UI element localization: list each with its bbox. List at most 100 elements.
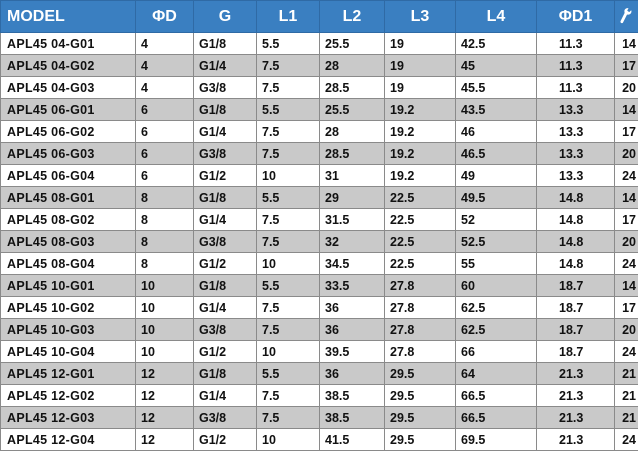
od-cell: 6: [136, 143, 194, 165]
wrench-size-cell: 14: [615, 187, 638, 209]
l1-cell: 7.5: [257, 77, 320, 99]
l2-cell: 25.5: [320, 33, 385, 55]
l3-cell: 27.8: [385, 275, 456, 297]
wrench-size-cell: 20: [615, 143, 638, 165]
model-cell: APL45 04-G01: [1, 33, 136, 55]
l4-cell: 45: [456, 55, 537, 77]
g-cell: G1/4: [194, 121, 257, 143]
wrench-size-cell: 24: [615, 253, 638, 275]
l3-cell: 19.2: [385, 165, 456, 187]
l3-cell: 19.2: [385, 143, 456, 165]
g-cell: G1/4: [194, 55, 257, 77]
g-cell: G1/2: [194, 253, 257, 275]
l3-cell: 29.5: [385, 429, 456, 451]
wrench-size-cell: 20: [615, 77, 638, 99]
l1-cell: 10: [257, 429, 320, 451]
model-cell: APL45 10-G03: [1, 319, 136, 341]
wrench-size-cell: 24: [615, 341, 638, 363]
l4-cell: 66.5: [456, 385, 537, 407]
od-cell: 12: [136, 407, 194, 429]
l4-cell: 69.5: [456, 429, 537, 451]
wrench-size-cell: 17: [615, 121, 638, 143]
od1-cell: 13.3: [537, 99, 615, 121]
od1-cell: 11.3: [537, 77, 615, 99]
l3-cell: 29.5: [385, 407, 456, 429]
header-l4: L4: [456, 1, 537, 33]
l2-cell: 41.5: [320, 429, 385, 451]
l3-cell: 19: [385, 55, 456, 77]
g-cell: G1/8: [194, 33, 257, 55]
l4-cell: 49: [456, 165, 537, 187]
model-cell: APL45 12-G01: [1, 363, 136, 385]
wrench-size-cell: 24: [615, 165, 638, 187]
l3-cell: 19.2: [385, 121, 456, 143]
od1-cell: 21.3: [537, 385, 615, 407]
wrench-size-cell: 14: [615, 275, 638, 297]
l1-cell: 5.5: [257, 99, 320, 121]
g-cell: G3/8: [194, 77, 257, 99]
l4-cell: 66: [456, 341, 537, 363]
l1-cell: 5.5: [257, 275, 320, 297]
l3-cell: 22.5: [385, 253, 456, 275]
l3-cell: 19: [385, 77, 456, 99]
model-cell: APL45 08-G04: [1, 253, 136, 275]
l3-cell: 22.5: [385, 187, 456, 209]
od1-cell: 14.8: [537, 187, 615, 209]
g-cell: G1/2: [194, 341, 257, 363]
wrench-size-cell: 21: [615, 363, 638, 385]
l1-cell: 10: [257, 165, 320, 187]
l2-cell: 38.5: [320, 407, 385, 429]
header-g: G: [194, 1, 257, 33]
wrench-size-cell: 17: [615, 209, 638, 231]
l1-cell: 5.5: [257, 363, 320, 385]
l2-cell: 25.5: [320, 99, 385, 121]
od1-cell: 11.3: [537, 55, 615, 77]
l2-cell: 31.5: [320, 209, 385, 231]
g-cell: G3/8: [194, 319, 257, 341]
od-cell: 10: [136, 297, 194, 319]
g-cell: G1/8: [194, 363, 257, 385]
wrench-icon: [619, 7, 635, 25]
g-cell: G1/4: [194, 297, 257, 319]
l1-cell: 7.5: [257, 407, 320, 429]
od1-cell: 13.3: [537, 121, 615, 143]
model-cell: APL45 04-G03: [1, 77, 136, 99]
wrench-size-cell: 20: [615, 231, 638, 253]
header-model: MODEL: [1, 1, 136, 33]
od-cell: 10: [136, 341, 194, 363]
model-cell: APL45 08-G02: [1, 209, 136, 231]
g-cell: G1/4: [194, 385, 257, 407]
l2-cell: 28.5: [320, 143, 385, 165]
od1-cell: 14.8: [537, 209, 615, 231]
model-cell: APL45 12-G04: [1, 429, 136, 451]
od-cell: 10: [136, 275, 194, 297]
l1-cell: 10: [257, 253, 320, 275]
od-cell: 8: [136, 187, 194, 209]
od-cell: 10: [136, 319, 194, 341]
od-cell: 8: [136, 209, 194, 231]
l2-cell: 36: [320, 297, 385, 319]
model-cell: APL45 06-G02: [1, 121, 136, 143]
l3-cell: 22.5: [385, 209, 456, 231]
g-cell: G1/8: [194, 187, 257, 209]
l2-cell: 28: [320, 121, 385, 143]
model-cell: APL45 12-G02: [1, 385, 136, 407]
header-l1: L1: [257, 1, 320, 33]
l1-cell: 7.5: [257, 297, 320, 319]
l4-cell: 46: [456, 121, 537, 143]
model-cell: APL45 12-G03: [1, 407, 136, 429]
l3-cell: 19.2: [385, 99, 456, 121]
l4-cell: 43.5: [456, 99, 537, 121]
l4-cell: 62.5: [456, 319, 537, 341]
l2-cell: 36: [320, 319, 385, 341]
